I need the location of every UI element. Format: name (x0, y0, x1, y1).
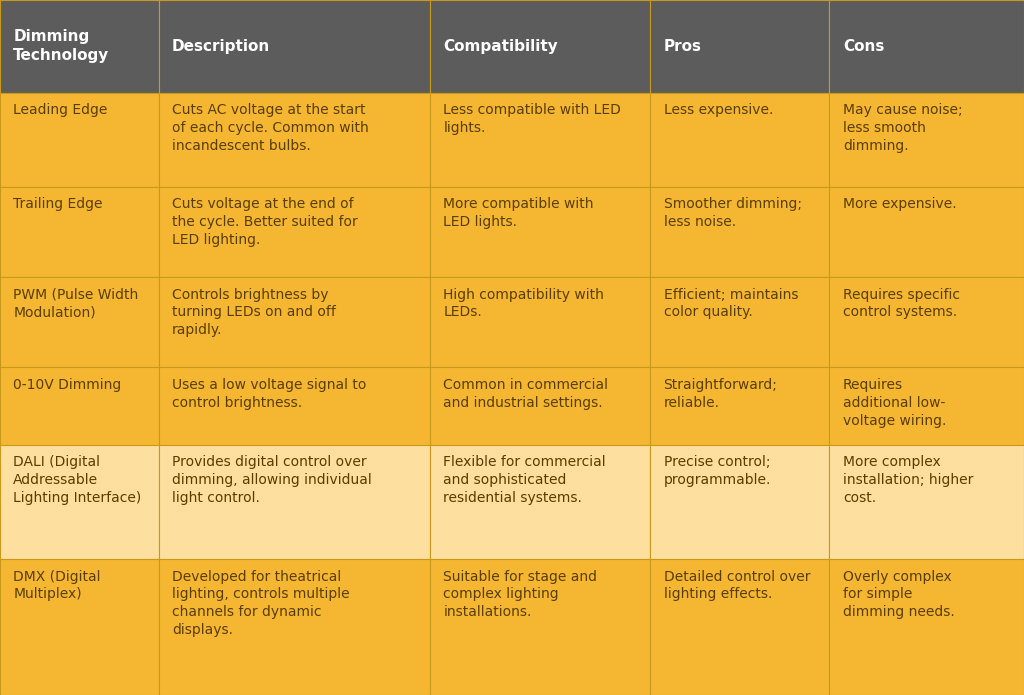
FancyBboxPatch shape (0, 92, 159, 187)
Text: Common in commercial
and industrial settings.: Common in commercial and industrial sett… (443, 378, 608, 410)
Text: Provides digital control over
dimming, allowing individual
light control.: Provides digital control over dimming, a… (172, 455, 372, 505)
Text: DALI (Digital
Addressable
Lighting Interface): DALI (Digital Addressable Lighting Inter… (13, 455, 141, 505)
Text: Straightforward;
reliable.: Straightforward; reliable. (664, 378, 777, 410)
Text: Controls brightness by
turning LEDs on and off
rapidly.: Controls brightness by turning LEDs on a… (172, 288, 336, 337)
Text: Smoother dimming;
less noise.: Smoother dimming; less noise. (664, 197, 802, 229)
FancyBboxPatch shape (829, 368, 1024, 445)
Text: Flexible for commercial
and sophisticated
residential systems.: Flexible for commercial and sophisticate… (443, 455, 606, 505)
FancyBboxPatch shape (430, 92, 650, 187)
Text: Precise control;
programmable.: Precise control; programmable. (664, 455, 771, 487)
Text: Compatibility: Compatibility (443, 39, 558, 54)
FancyBboxPatch shape (159, 0, 430, 92)
FancyBboxPatch shape (829, 445, 1024, 559)
FancyBboxPatch shape (159, 277, 430, 368)
FancyBboxPatch shape (430, 445, 650, 559)
Text: Uses a low voltage signal to
control brightness.: Uses a low voltage signal to control bri… (172, 378, 367, 410)
Text: Cuts AC voltage at the start
of each cycle. Common with
incandescent bulbs.: Cuts AC voltage at the start of each cyc… (172, 103, 369, 153)
FancyBboxPatch shape (430, 187, 650, 277)
FancyBboxPatch shape (650, 277, 829, 368)
Text: Developed for theatrical
lighting, controls multiple
channels for dynamic
displa: Developed for theatrical lighting, contr… (172, 570, 349, 637)
FancyBboxPatch shape (829, 92, 1024, 187)
FancyBboxPatch shape (650, 559, 829, 695)
FancyBboxPatch shape (0, 277, 159, 368)
Text: Requires specific
control systems.: Requires specific control systems. (843, 288, 959, 320)
FancyBboxPatch shape (159, 187, 430, 277)
FancyBboxPatch shape (0, 559, 159, 695)
Text: Cuts voltage at the end of
the cycle. Better suited for
LED lighting.: Cuts voltage at the end of the cycle. Be… (172, 197, 357, 247)
Text: 0-10V Dimming: 0-10V Dimming (13, 378, 122, 392)
FancyBboxPatch shape (650, 445, 829, 559)
Text: Trailing Edge: Trailing Edge (13, 197, 102, 211)
FancyBboxPatch shape (650, 92, 829, 187)
Text: DMX (Digital
Multiplex): DMX (Digital Multiplex) (13, 570, 100, 601)
Text: More complex
installation; higher
cost.: More complex installation; higher cost. (843, 455, 973, 505)
FancyBboxPatch shape (650, 187, 829, 277)
Text: Dimming
Technology: Dimming Technology (13, 29, 110, 63)
Text: Requires
additional low-
voltage wiring.: Requires additional low- voltage wiring. (843, 378, 946, 427)
FancyBboxPatch shape (650, 0, 829, 92)
FancyBboxPatch shape (0, 445, 159, 559)
FancyBboxPatch shape (829, 277, 1024, 368)
Text: Leading Edge: Leading Edge (13, 103, 108, 117)
FancyBboxPatch shape (829, 559, 1024, 695)
FancyBboxPatch shape (430, 559, 650, 695)
FancyBboxPatch shape (650, 368, 829, 445)
FancyBboxPatch shape (829, 0, 1024, 92)
FancyBboxPatch shape (159, 559, 430, 695)
Text: Suitable for stage and
complex lighting
installations.: Suitable for stage and complex lighting … (443, 570, 597, 619)
FancyBboxPatch shape (430, 277, 650, 368)
Text: Less expensive.: Less expensive. (664, 103, 773, 117)
FancyBboxPatch shape (0, 187, 159, 277)
Text: Less compatible with LED
lights.: Less compatible with LED lights. (443, 103, 622, 135)
Text: Pros: Pros (664, 39, 701, 54)
Text: Detailed control over
lighting effects.: Detailed control over lighting effects. (664, 570, 810, 601)
FancyBboxPatch shape (0, 0, 159, 92)
Text: High compatibility with
LEDs.: High compatibility with LEDs. (443, 288, 604, 320)
FancyBboxPatch shape (0, 368, 159, 445)
FancyBboxPatch shape (829, 187, 1024, 277)
FancyBboxPatch shape (159, 368, 430, 445)
Text: Overly complex
for simple
dimming needs.: Overly complex for simple dimming needs. (843, 570, 954, 619)
FancyBboxPatch shape (430, 368, 650, 445)
FancyBboxPatch shape (159, 445, 430, 559)
Text: May cause noise;
less smooth
dimming.: May cause noise; less smooth dimming. (843, 103, 963, 153)
FancyBboxPatch shape (430, 0, 650, 92)
Text: PWM (Pulse Width
Modulation): PWM (Pulse Width Modulation) (13, 288, 138, 320)
Text: Efficient; maintains
color quality.: Efficient; maintains color quality. (664, 288, 798, 320)
Text: Cons: Cons (843, 39, 884, 54)
FancyBboxPatch shape (159, 92, 430, 187)
Text: More expensive.: More expensive. (843, 197, 956, 211)
Text: More compatible with
LED lights.: More compatible with LED lights. (443, 197, 594, 229)
Text: Description: Description (172, 39, 270, 54)
